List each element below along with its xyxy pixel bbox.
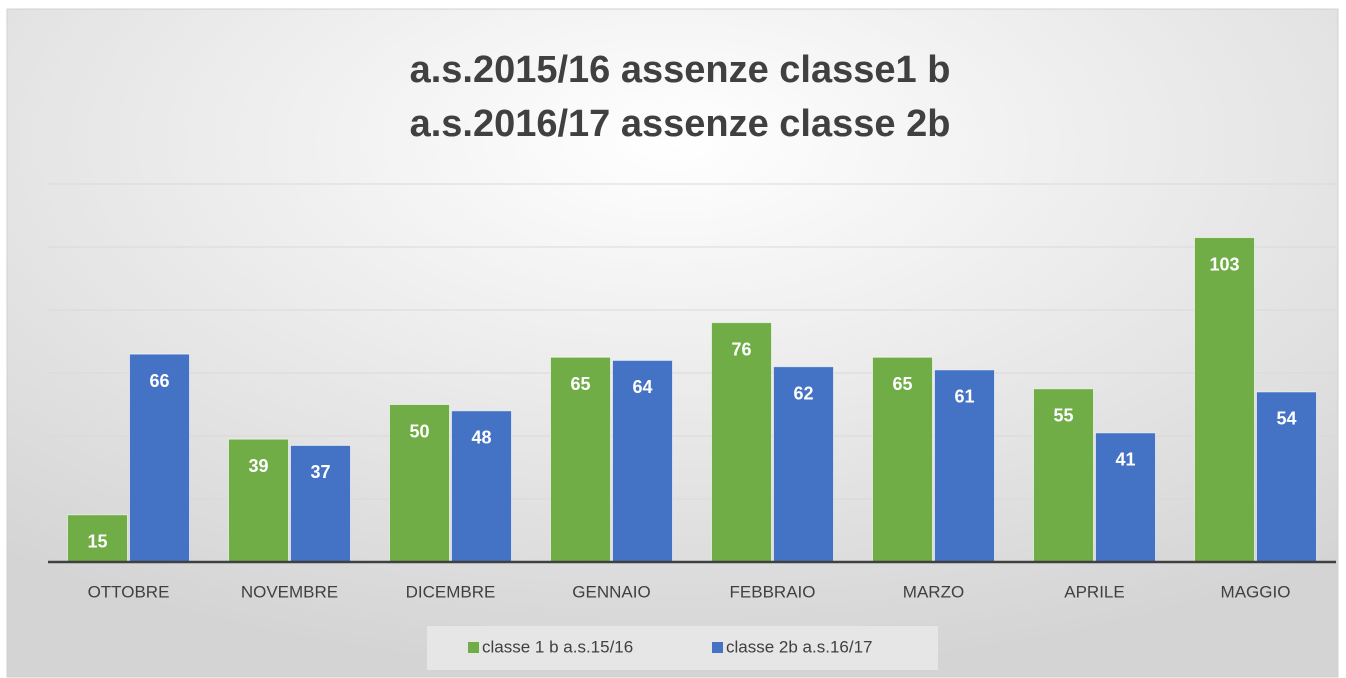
bar — [934, 369, 995, 563]
bar — [612, 359, 673, 563]
data-label: 65 — [892, 374, 912, 394]
data-label: 65 — [570, 374, 590, 394]
data-label: 37 — [310, 462, 330, 482]
data-label: 15 — [87, 532, 107, 552]
legend-swatch — [468, 642, 479, 653]
chart-title: a.s.2016/17 assenze classe 2b — [410, 103, 951, 145]
bar — [872, 356, 933, 563]
x-tick-label: DICEMBRE — [406, 582, 496, 601]
data-label: 61 — [954, 387, 974, 407]
x-tick-label: NOVEMBRE — [241, 582, 338, 601]
data-label: 66 — [149, 371, 169, 391]
x-tick-label: FEBBRAIO — [730, 582, 816, 601]
bar — [451, 410, 512, 563]
data-label: 54 — [1276, 409, 1296, 429]
bar — [1033, 388, 1094, 563]
bar — [389, 404, 450, 563]
legend-background — [427, 626, 938, 670]
bar — [228, 438, 289, 563]
x-tick-label: APRILE — [1064, 582, 1124, 601]
bar — [773, 366, 834, 563]
x-tick-label: MAGGIO — [1221, 582, 1291, 601]
legend-swatch — [712, 642, 723, 653]
data-label: 50 — [409, 421, 429, 441]
x-tick-label: GENNAIO — [572, 582, 650, 601]
legend-label: classe 2b a.s.16/17 — [726, 637, 872, 656]
bar — [1256, 391, 1317, 563]
bar — [711, 322, 772, 563]
bar — [550, 356, 611, 563]
chart-background — [6, 8, 1339, 678]
data-label: 39 — [248, 456, 268, 476]
data-label: 55 — [1053, 406, 1073, 426]
bar — [1194, 237, 1255, 563]
data-label: 103 — [1209, 254, 1239, 274]
chart-title: a.s.2015/16 assenze classe1 b — [410, 49, 951, 91]
x-tick-label: MARZO — [903, 582, 964, 601]
legend-label: classe 1 b a.s.15/16 — [482, 637, 633, 656]
bar — [1095, 432, 1156, 563]
bar — [67, 514, 128, 563]
data-label: 64 — [632, 377, 652, 397]
data-label: 62 — [793, 383, 813, 403]
data-label: 76 — [731, 339, 751, 359]
data-label: 41 — [1115, 450, 1135, 470]
data-label: 48 — [471, 428, 491, 448]
x-tick-label: OTTOBRE — [88, 582, 170, 601]
bar — [290, 444, 351, 563]
